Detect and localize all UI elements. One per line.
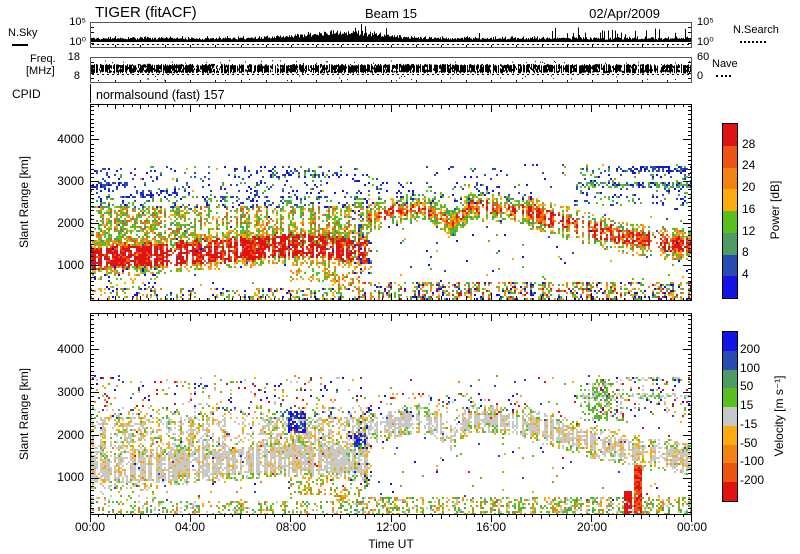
velocity-cb-label-100: 100: [740, 361, 761, 375]
power-canvas: [90, 104, 692, 301]
velocity-colorbar: [722, 331, 738, 502]
velocity-cb-label-m200: -200: [740, 473, 765, 487]
nsky-canvas: [90, 22, 692, 48]
power-cb-label-28: 28: [742, 137, 756, 151]
velocity-cb-label-m100: -100: [740, 454, 765, 468]
time-tick-3: 12:00: [375, 520, 407, 534]
time-axis-label: Time UT: [368, 537, 414, 551]
velocity-cb-label-200: 200: [740, 342, 761, 356]
range-tick-v3000: 3000: [57, 385, 84, 399]
colorbar-segment-seagreen: [723, 369, 737, 389]
velocity-cb-label-15: 15: [740, 398, 754, 412]
cpid-label: CPID: [12, 87, 41, 101]
time-tick-6: 00:00: [676, 520, 708, 534]
colorbar-segment-seagreen: [723, 232, 737, 255]
colorbar-segment-orange: [723, 444, 737, 464]
cpid-axis-line: [90, 84, 91, 103]
nsky-line-sample: [12, 44, 28, 46]
power-colorbar: [722, 123, 738, 299]
colorbar-segment-red: [723, 482, 737, 502]
range-tick-p4000: 4000: [57, 132, 84, 146]
range-tick-p1000: 1000: [57, 258, 84, 272]
colorbar-segment-gray: [723, 407, 737, 426]
colorbar-segment-blue: [723, 332, 737, 351]
colorbar-segment-amber: [723, 189, 737, 211]
time-tick-5: 20:00: [576, 520, 608, 534]
colorbar-segment-red: [723, 124, 737, 146]
colorbar-segment-orange: [723, 167, 737, 190]
velocity-canvas: [90, 313, 692, 525]
colorbar-segment-orangered: [723, 463, 737, 483]
power-cb-label-12: 12: [742, 224, 756, 238]
beam-label: Beam 15: [364, 6, 418, 21]
nave-label: Nave: [712, 58, 738, 70]
time-tick-1: 04:00: [174, 520, 206, 534]
colorbar-segment-orangered: [723, 145, 737, 168]
range-tick-v1000: 1000: [57, 470, 84, 484]
power-cb-label-24: 24: [742, 158, 756, 172]
date-label: 02/Apr/2009: [589, 6, 660, 21]
colorbar-segment-green: [723, 211, 737, 233]
time-tick-2: 08:00: [275, 520, 307, 534]
range-tick-p3000: 3000: [57, 174, 84, 188]
colorbar-segment-royal: [723, 254, 737, 277]
colorbar-segment-amber: [723, 425, 737, 445]
time-tick-0: 00:00: [74, 520, 106, 534]
nsky-tick-top-right: 10⁵: [697, 16, 714, 28]
freq-label: Freq.: [30, 53, 56, 65]
nsky-tick-top: 10⁵: [69, 16, 86, 28]
power-colorbar-title: Power [dB]: [768, 180, 782, 240]
range-tick-v2000: 2000: [57, 428, 84, 442]
time-tick-4: 16:00: [475, 520, 507, 534]
nsky-label: N.Sky: [8, 27, 38, 39]
range-tick-v4000: 4000: [57, 342, 84, 356]
nave-tick-top: 60: [697, 51, 710, 63]
freq-tick-bottom: 8: [73, 70, 80, 82]
nsky-tick-bottom: 10⁰: [69, 36, 86, 48]
nave-line-sample: [716, 75, 731, 77]
nsearch-line-sample: [740, 41, 766, 43]
velocity-cb-label-m50: -50: [740, 436, 758, 450]
nsky-tick-bottom-right: 10⁰: [697, 36, 714, 48]
velocity-cb-label-m15: -15: [740, 417, 758, 431]
velocity-colorbar-title: Velocity [m s⁻¹]: [772, 375, 786, 457]
colorbar-segment-green: [723, 388, 737, 408]
nsearch-label: N.Search: [733, 24, 779, 36]
power-cb-label-4: 4: [742, 267, 749, 281]
freq-unit-label: [MHz]: [26, 65, 55, 77]
range-tick-p2000: 2000: [57, 216, 84, 230]
colorbar-segment-royal: [723, 350, 737, 370]
plot-title: TIGER (fitACF): [95, 4, 197, 21]
freq-tick-top: 18: [67, 51, 80, 63]
cpid-value: normalsound (fast) 157: [96, 88, 225, 102]
velocity-cb-label-50: 50: [740, 379, 754, 393]
colorbar-segment-blue: [723, 276, 737, 298]
power-cb-label-20: 20: [742, 180, 756, 194]
slant-range-label-velocity: Slant Range [km]: [17, 367, 31, 461]
slant-range-label-power: Slant Range [km]: [17, 155, 31, 249]
power-cb-label-8: 8: [742, 245, 749, 259]
nave-tick-bottom: 0: [697, 70, 704, 82]
power-cb-label-16: 16: [742, 202, 756, 216]
freq-canvas: [90, 57, 692, 83]
